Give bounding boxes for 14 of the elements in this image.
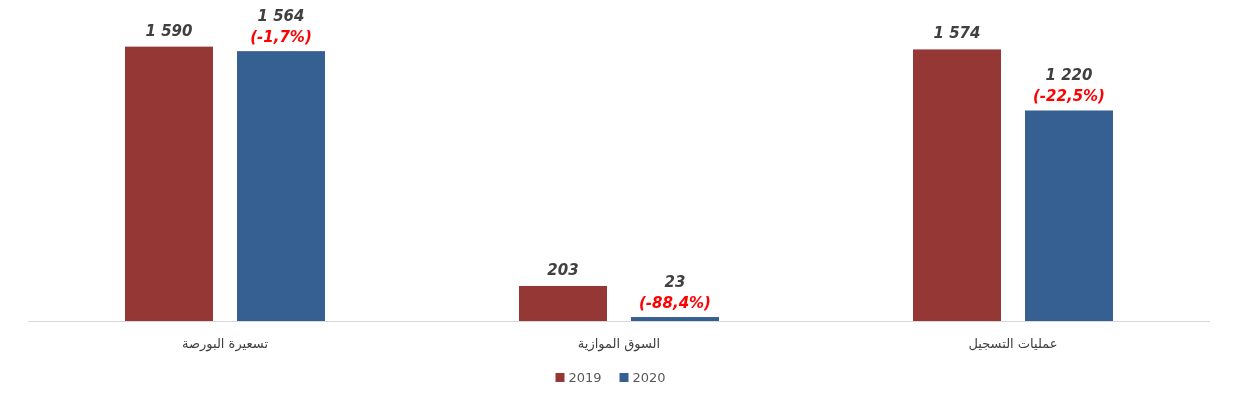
legend-label: 2019 bbox=[568, 370, 602, 385]
x-tick-label: تسعيرة البورصة bbox=[181, 336, 269, 352]
x-tick-label: السوق الموازية bbox=[577, 336, 661, 352]
x-tick-label: عمليات التسجيل bbox=[968, 336, 1058, 351]
data-label: 203 bbox=[547, 260, 579, 279]
annotation: (-88,4%) bbox=[639, 294, 711, 313]
data-label: 1 574 bbox=[933, 24, 981, 43]
legend-label: 2020 bbox=[632, 370, 666, 385]
data-label: 1 590 bbox=[145, 21, 193, 40]
text: (-1,7%) bbox=[250, 28, 312, 47]
data-label: 23 bbox=[664, 273, 686, 292]
annotation: (-22,5%) bbox=[1033, 87, 1105, 106]
data-label: 1 564 bbox=[257, 7, 305, 26]
data-label: 1 220 bbox=[1045, 66, 1093, 85]
